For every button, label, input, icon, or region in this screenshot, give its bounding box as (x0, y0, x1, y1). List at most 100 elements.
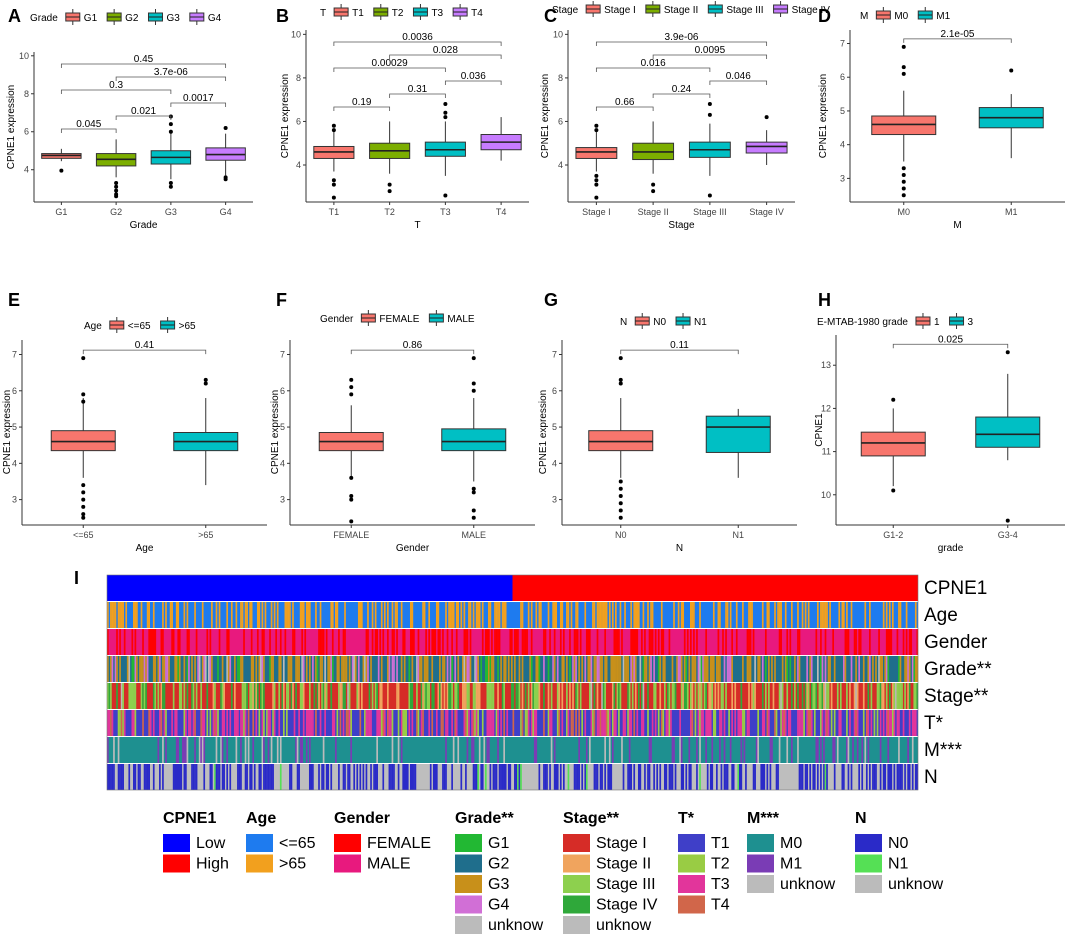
heatmap-cell (660, 710, 663, 736)
heatmap-legend-item: FEMALE (334, 834, 431, 852)
heatmap-legend-swatch (563, 875, 590, 893)
heatmap-cell (471, 737, 473, 763)
heatmap-cell (405, 710, 408, 736)
heatmap-cell (122, 602, 124, 628)
outlier-point (349, 392, 354, 397)
heatmap-cell (238, 764, 241, 790)
heatmap-cell (221, 710, 224, 736)
heatmap-cell (474, 710, 476, 736)
heatmap-cell (252, 656, 255, 682)
heatmap-cell (916, 656, 919, 682)
heatmap-cell (177, 764, 180, 790)
heatmap-cell (910, 629, 913, 655)
heatmap-cell (777, 602, 779, 628)
heatmap-cell (269, 629, 271, 655)
heatmap-cell (723, 737, 726, 763)
bracket-line (60, 63, 227, 68)
heatmap-cell (520, 764, 522, 790)
heatmap-cell (503, 764, 505, 790)
heatmap-cell (604, 602, 606, 628)
outlier-point (81, 504, 86, 509)
heatmap-cell (171, 602, 173, 628)
heatmap-cell (806, 683, 808, 709)
heatmap-cell (171, 629, 173, 655)
pvalue-label: 0.045 (76, 119, 101, 130)
heatmap-cell (484, 656, 487, 682)
outlier-point (471, 490, 476, 495)
heatmap-cell (654, 683, 657, 709)
heatmap-cell (763, 764, 766, 790)
heatmap-cell (486, 629, 489, 655)
heatmap-cell (680, 764, 683, 790)
heatmap-legend-label: unknow (488, 917, 544, 934)
pvalue-bracket: 0.45 (60, 54, 227, 68)
outlier-point (81, 512, 86, 517)
heatmap-cell (634, 683, 637, 709)
heatmap-cell (107, 629, 109, 655)
heatmap-cell (397, 764, 400, 790)
heatmap-cell (191, 683, 193, 709)
heatmap-cell (348, 656, 351, 682)
heatmap-cell (567, 764, 570, 790)
heatmap-cell (663, 764, 666, 790)
heatmap-cell (468, 710, 470, 736)
heatmap-cell (527, 602, 530, 628)
heatmap-cell (152, 683, 155, 709)
heatmap-cell (391, 656, 394, 682)
heatmap-cell (468, 656, 470, 682)
legend-label: G2 (125, 13, 139, 24)
x-tick-label: M0 (897, 207, 910, 217)
heatmap-cell (712, 656, 715, 682)
heatmap-cell (465, 710, 467, 736)
heatmap-cell (596, 683, 599, 709)
heatmap-legend-item: G4 (455, 895, 509, 914)
heatmap-row-1: Age (107, 602, 958, 628)
outlier-point (618, 515, 623, 520)
pvalue-bracket: 0.86 (350, 340, 475, 355)
heatmap-cell (305, 602, 308, 628)
heatmap-cell (379, 683, 382, 709)
heatmap-cell (308, 764, 311, 790)
heatmap-cell (472, 710, 475, 736)
heatmap-cell (287, 602, 290, 628)
heatmap-cell (175, 656, 178, 682)
heatmap-cell (850, 602, 853, 628)
heatmap-cell (243, 710, 245, 736)
heatmap-cell (823, 683, 825, 709)
heatmap-cell (491, 683, 493, 709)
heatmap-cell (752, 629, 755, 655)
heatmap-cell (797, 683, 799, 709)
heatmap-cell (735, 602, 738, 628)
heatmap-cell (244, 602, 247, 628)
heatmap-cell (725, 629, 727, 655)
heatmap-legend-label: T1 (711, 835, 730, 852)
heatmap-cell (667, 683, 669, 709)
heatmap-cell (234, 656, 236, 682)
panel-label: I (74, 568, 79, 588)
heatmap-cell (296, 737, 299, 763)
heatmap-cell (893, 764, 896, 790)
heatmap-cell (302, 656, 305, 682)
heatmap-cell (192, 710, 195, 736)
heatmap-cell (908, 629, 911, 655)
heatmap-cell (613, 710, 616, 736)
heatmap-cell (460, 602, 463, 628)
heatmap-cell (764, 656, 767, 682)
outlier-point (81, 392, 86, 397)
outlier-point (331, 178, 336, 183)
heatmap-cell (162, 656, 164, 682)
heatmap-legend-swatch (246, 854, 273, 873)
heatmap-cell (425, 656, 427, 682)
bracket-line (333, 106, 391, 111)
heatmap-cell (134, 764, 137, 790)
heatmap-cell (559, 629, 562, 655)
outlier-point (443, 110, 448, 115)
heatmap-cell (878, 683, 880, 709)
heatmap-cell (673, 683, 675, 709)
heatmap-cell (628, 710, 631, 736)
heatmap-cell (668, 764, 671, 790)
heatmap-cell (237, 656, 239, 682)
heatmap-cell (374, 683, 377, 709)
heatmap-cell (691, 710, 694, 736)
heatmap-cell (203, 710, 206, 736)
